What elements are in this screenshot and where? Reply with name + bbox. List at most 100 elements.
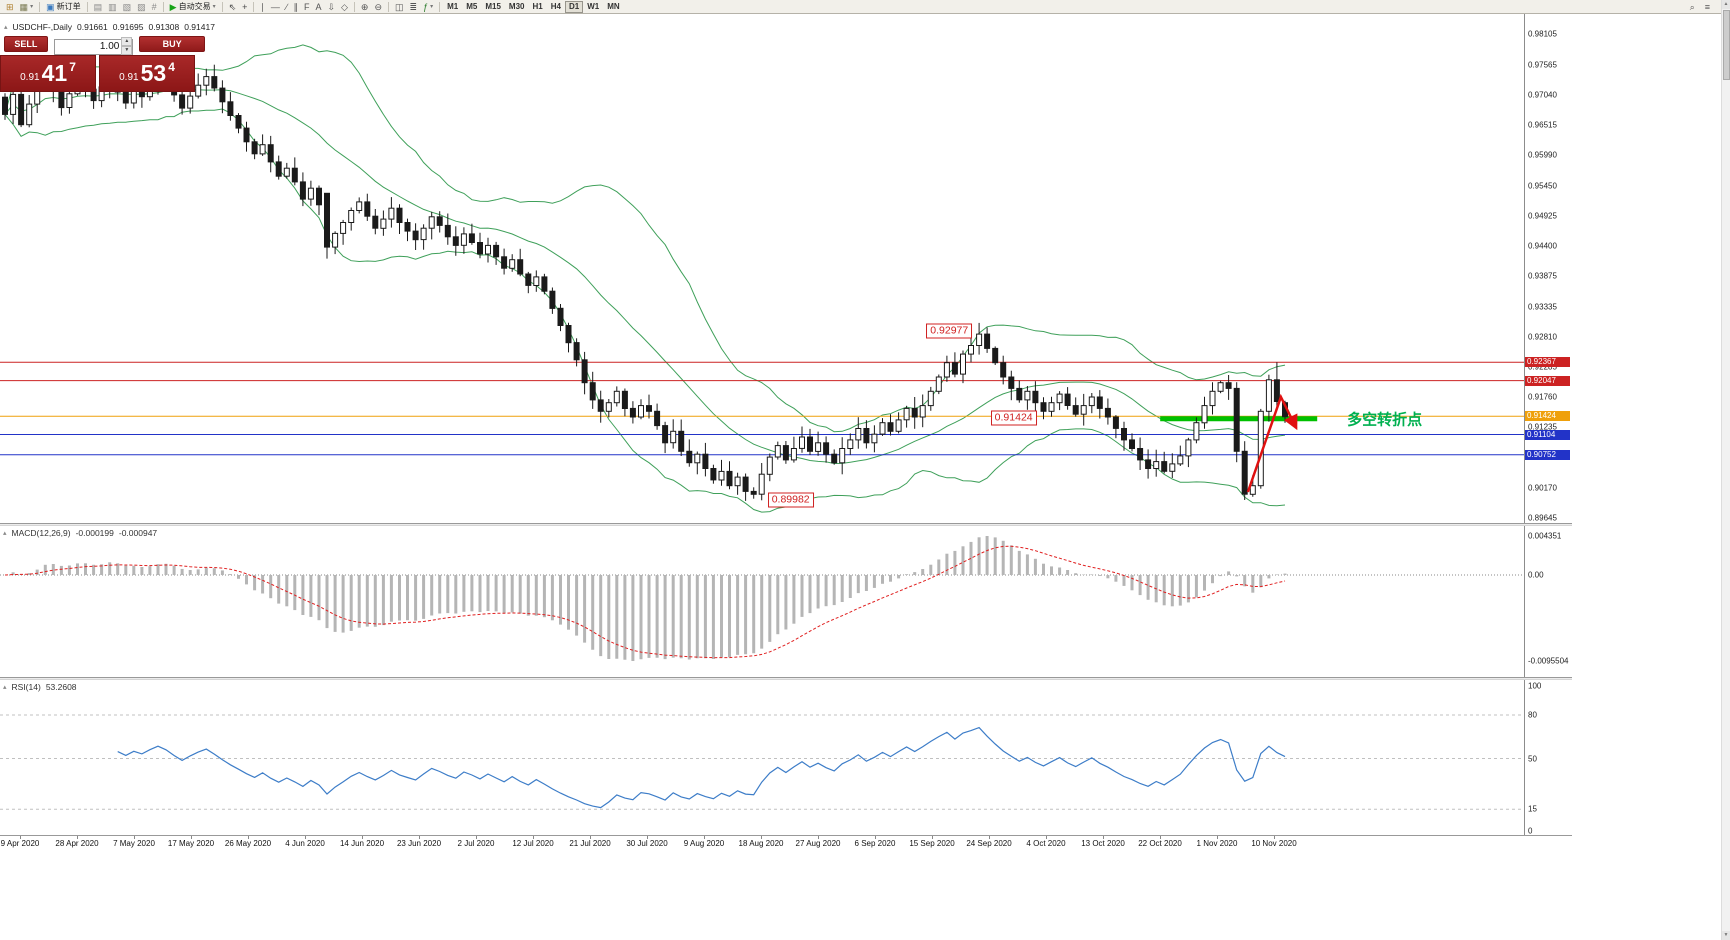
price-tick: 0.92810: [1528, 332, 1557, 342]
lot-increase-button[interactable]: ▲: [121, 37, 133, 46]
lot-decrease-button[interactable]: ▼: [121, 46, 133, 55]
price-tick: 0.93875: [1528, 271, 1557, 281]
one-click-trading-panel: SELL ▲ ▼ BUY 0.91 41 7 0.91 53 4: [0, 36, 205, 92]
timeframe-h4[interactable]: H4: [550, 2, 561, 11]
toolbar-separator: [221, 1, 223, 12]
crosshair-icon[interactable]: +: [242, 1, 248, 12]
profiles-icon[interactable]: ▦ ▾: [19, 1, 34, 12]
price-level-badge: 0.91424: [1525, 411, 1570, 422]
date-tick: [362, 836, 363, 839]
rsi-axis-tick: 15: [1528, 804, 1537, 814]
date-label: 22 Oct 2020: [1138, 839, 1182, 848]
date-label: 6 Sep 2020: [854, 839, 896, 848]
sell-price-button[interactable]: 0.91 41 7: [0, 55, 96, 92]
shapes-icon[interactable]: ◇: [341, 1, 348, 12]
date-tick: [989, 836, 990, 839]
zoom-in-icon[interactable]: ⊕: [360, 1, 369, 12]
price-tick: 0.97565: [1528, 60, 1557, 70]
price-tick: 0.90170: [1528, 483, 1557, 493]
date-label: 26 May 2020: [224, 839, 272, 848]
timeframe-m15[interactable]: M15: [485, 2, 501, 11]
arrows-tool-icon[interactable]: ⇩: [327, 1, 335, 12]
tile-windows-icon[interactable]: ◫: [395, 1, 404, 12]
price-level-badge: 0.92367: [1525, 357, 1570, 368]
timeframe-mn[interactable]: MN: [607, 2, 620, 11]
trendline-icon[interactable]: ∕: [285, 1, 288, 12]
date-tick: [533, 836, 534, 839]
price-annotation-mid[interactable]: 0.91424: [990, 410, 1037, 426]
macd-collapse-icon[interactable]: ▴: [3, 530, 7, 537]
date-tick: [20, 836, 21, 839]
channel-icon[interactable]: ∥: [293, 1, 298, 12]
timeframe-m30[interactable]: M30: [508, 2, 525, 11]
date-tick: [476, 836, 477, 839]
timeframe-m1[interactable]: M1: [447, 2, 459, 11]
zoom-out-icon[interactable]: ⊖: [374, 1, 383, 12]
market-watch-icon[interactable]: ▤: [93, 1, 103, 12]
new-order-button[interactable]: ▣ 新订单: [46, 1, 81, 12]
price-annotation-high[interactable]: 0.92977: [926, 323, 973, 339]
sell-price-prefix: 0.91: [20, 72, 40, 83]
turning-point-label[interactable]: 多空转折点: [1347, 411, 1423, 429]
lot-size-input[interactable]: [53, 38, 134, 55]
timeframe-d1[interactable]: D1: [564, 0, 584, 13]
rsi-axis-tick: 80: [1528, 710, 1537, 720]
date-label: 23 Jun 2020: [396, 839, 442, 848]
buy-price-pip: 4: [168, 59, 175, 74]
macd-splitter[interactable]: [0, 523, 1572, 526]
toolbar-right-group: ⌕ ≡: [1687, 1, 1713, 13]
new-chart-icon[interactable]: ⊞: [6, 1, 14, 12]
scrollbar-thumb[interactable]: [1723, 10, 1730, 80]
rsi-splitter[interactable]: [0, 677, 1572, 680]
strategy-tester-icon[interactable]: #: [151, 1, 157, 12]
buy-price-button[interactable]: 0.91 53 4: [99, 55, 195, 92]
navigator-icon[interactable]: ▧: [122, 1, 132, 12]
sell-price-pip: 7: [69, 59, 76, 74]
vertical-line-icon[interactable]: ∣: [260, 1, 265, 12]
date-tick: [818, 836, 819, 839]
buy-button[interactable]: BUY: [139, 36, 205, 52]
date-tick: [761, 836, 762, 839]
macd-name: MACD(12,26,9): [11, 528, 71, 538]
date-tick: [590, 836, 591, 839]
macd-axis-tick: 0.004351: [1528, 531, 1562, 541]
grid-icon[interactable]: ≣: [409, 1, 418, 12]
sell-button[interactable]: SELL: [4, 36, 48, 52]
price-axis: 0.98105 0.97565 0.97040 0.96515 0.95990 0.954…: [1524, 14, 1572, 850]
timeframe-m5[interactable]: M5: [466, 2, 478, 11]
horizontal-line-icon[interactable]: ―: [270, 1, 280, 12]
rsi-collapse-icon[interactable]: ▴: [3, 684, 7, 691]
rsi-panel[interactable]: [0, 680, 1524, 833]
date-label: 10 Nov 2020: [1251, 839, 1297, 848]
text-tool-icon[interactable]: A: [315, 1, 322, 12]
price-tick: 0.95450: [1528, 181, 1557, 191]
terminal-icon[interactable]: ▨: [137, 1, 146, 12]
menu-icon[interactable]: ≡: [1704, 1, 1710, 12]
date-label: 12 Jul 2020: [512, 839, 554, 848]
cursor-icon[interactable]: ⇖: [228, 1, 237, 12]
price-annotation-low[interactable]: 0.89982: [767, 492, 814, 508]
date-label: 1 Nov 2020: [1196, 839, 1238, 848]
indicators-icon[interactable]: ƒ ▾: [423, 1, 434, 12]
timeframe-h1[interactable]: H1: [532, 2, 543, 11]
price-tick: 0.94925: [1528, 211, 1557, 221]
price-chart-canvas[interactable]: [0, 14, 1524, 523]
date-label: 13 Oct 2020: [1081, 839, 1125, 848]
rsi-axis-tick: 50: [1528, 754, 1537, 763]
search-icon[interactable]: ⌕: [1689, 1, 1695, 12]
scroll-up-icon[interactable]: ▲: [1722, 0, 1730, 9]
scroll-down-icon[interactable]: ▼: [1722, 931, 1730, 940]
sell-price-big: 41: [41, 60, 68, 86]
date-tick: [704, 836, 705, 839]
chart-collapse-icon[interactable]: ▴: [4, 24, 8, 31]
macd-panel[interactable]: [0, 526, 1524, 676]
rsi-label: ▴ RSI(14) 53.2608: [3, 682, 77, 692]
fibonacci-icon[interactable]: F: [303, 1, 310, 12]
vertical-scrollbar[interactable]: ▲ ▼: [1721, 0, 1730, 940]
date-tick: [77, 836, 78, 839]
timeframe-w1[interactable]: W1: [587, 2, 600, 11]
macd-axis-tick: 0.00: [1528, 570, 1544, 580]
autotrading-button[interactable]: ▶ 自动交易 ▾: [169, 1, 216, 12]
toolbar-separator: [439, 1, 441, 12]
data-window-icon[interactable]: ▥: [108, 1, 117, 12]
